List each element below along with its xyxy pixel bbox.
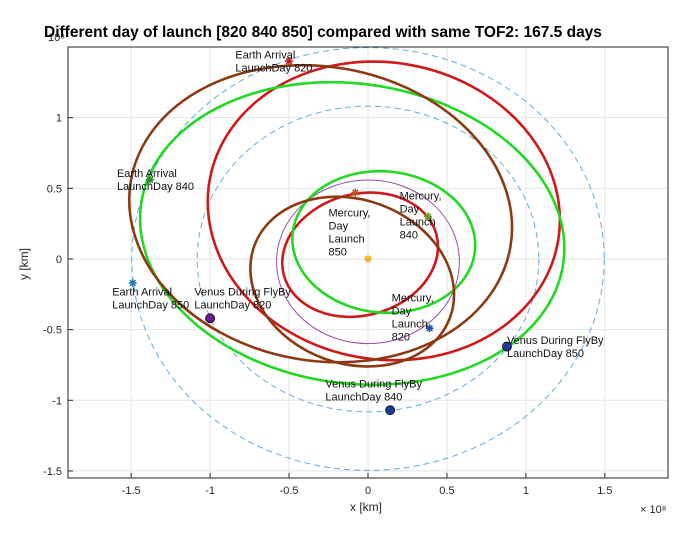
marker-mercury-day-launch-820-stroke [426, 324, 433, 332]
annotation-line: LaunchDay 850 [112, 300, 189, 312]
annotation-line: LaunchDay 840 [325, 392, 402, 404]
marker-earth-arrival-launchday-840 [146, 175, 155, 184]
annotation-line: Day [392, 305, 412, 317]
annotation-line: Launch [400, 217, 436, 229]
annotation: Earth Arrival LaunchDay 820 [235, 49, 312, 74]
annotation: Mercury, Day Launch 820 [392, 292, 434, 343]
trajectory-outer-launch-day-820 [206, 60, 562, 362]
annotation-line: Earth Arrival [235, 49, 295, 61]
marker-earth-arrival-launchday-850-stroke [129, 279, 137, 287]
annotation: Earth Arrival LaunchDay 840 [117, 168, 194, 193]
marker-venus-during-flyby-launchday-840 [385, 405, 396, 416]
annotation-line: Venus During FlyBy [325, 379, 422, 391]
marker-earth-arrival-launchday-820-stroke [285, 57, 293, 65]
annotation: Venus During FlyBy LaunchDay 840 [325, 379, 422, 404]
marker-venus-during-flyby-launchday-850 [502, 341, 512, 352]
x-tick-label: 0 [365, 485, 371, 497]
x-tick-label: 0.5 [439, 485, 454, 497]
markers [128, 57, 512, 416]
trajectory-outer-launch-day-840 [138, 80, 566, 387]
chart-title: Different day of launch [820 840 850] co… [44, 24, 602, 41]
marker-mercury-day-launch-840-stroke [424, 213, 432, 220]
y-tick-label: -1 [52, 395, 62, 407]
annotation: Venus During FlyBy LaunchDay 850 [507, 335, 604, 360]
annotation-line: 850 [329, 247, 347, 259]
x-tick-label: 1 [523, 485, 529, 497]
x-tick-label: 1.5 [597, 485, 612, 497]
y-axis-label: y [km] [17, 248, 31, 280]
y-tick-label: 0 [56, 254, 62, 266]
orbits [131, 47, 605, 471]
axes-box [67, 46, 669, 479]
annotation: Mercury, Day Launch 840 [400, 191, 442, 242]
y-tick-label: -1.5 [43, 466, 62, 478]
orbit-venus-orbit [196, 105, 540, 413]
marker-mercury-day-launch-840 [424, 212, 432, 221]
x-axis-label: x [km] [350, 500, 382, 514]
trajectories [127, 60, 566, 387]
annotation-line: Venus During FlyBy [194, 287, 291, 299]
ticks: -1.5 -1 -0.5 0 0.5 1 1.5 -1.5 -1 -0.5 0 0.5 1 [43, 46, 669, 497]
x-tick-label: -0.5 [280, 485, 299, 497]
annotation-line: Earth Arrival [117, 168, 177, 180]
y-tick-label: -0.5 [43, 325, 62, 337]
annotation-line: 840 [400, 230, 418, 242]
trajectory-outer-launch-day-850 [127, 63, 514, 364]
annotation-line: LaunchDay 820 [194, 300, 271, 312]
marker-sun-stroke [364, 255, 372, 263]
trajectory-inner-launch-day-840 [291, 169, 477, 315]
annotation-line: Venus During FlyBy [507, 335, 604, 347]
marker-mercury-day-launch-850 [351, 188, 360, 197]
annotation-line: LaunchDay 840 [117, 181, 194, 193]
y-exponent-label: 10⁸ [48, 32, 65, 44]
orbit-mercury-orbit [276, 179, 460, 345]
annotation-line: Launch [329, 234, 365, 246]
marker-earth-arrival-launchday-820 [285, 57, 294, 66]
marker-earth-arrival-launchday-850 [128, 278, 137, 287]
annotation: Venus During FlyBy LaunchDay 820 [194, 287, 291, 312]
x-tick-label: -1.5 [122, 485, 141, 497]
annotation-line: Mercury, [329, 208, 371, 220]
marker-mercury-day-launch-820 [425, 324, 434, 333]
marker-mercury-day-launch-850-stroke [352, 189, 359, 196]
annotation-line: 820 [392, 331, 410, 343]
annotation: Mercury, Day Launch 850 [329, 208, 371, 259]
trajectory-inner-launch-day-850 [249, 195, 456, 368]
annotation-line: Day [400, 204, 420, 216]
annotation-line: Earth Arrival [112, 287, 172, 299]
annotation-line: LaunchDay 820 [235, 62, 312, 74]
annotation-line: Launch [392, 318, 428, 330]
marker-venus-during-flyby-launchday-820 [205, 313, 216, 324]
marker-earth-arrival-launchday-840-stroke [146, 176, 154, 184]
annotation-line: Mercury, [400, 191, 442, 203]
figure-caption: Fig. 1.5: One facet of the trajectories … [130, 532, 486, 534]
annotation: Earth Arrival LaunchDay 850 [112, 287, 189, 312]
marker-sun [364, 254, 372, 263]
annotation-line: LaunchDay 850 [507, 348, 584, 360]
annotation-line: Day [329, 221, 349, 233]
y-tick-label: 0.5 [47, 183, 62, 195]
x-tick-label: -1 [205, 485, 215, 497]
annotation-line: Mercury, [392, 292, 434, 304]
orbit-earth-orbit [131, 47, 605, 471]
x-exponent-label: × 10⁸ [640, 504, 666, 516]
y-tick-label: 1 [56, 113, 62, 125]
